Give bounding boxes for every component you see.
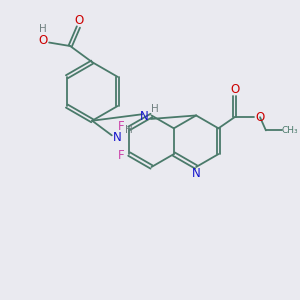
Text: N: N bbox=[140, 110, 148, 123]
Text: O: O bbox=[230, 83, 239, 96]
Text: H: H bbox=[39, 24, 46, 34]
Text: O: O bbox=[38, 34, 47, 47]
Text: N: N bbox=[112, 131, 121, 144]
Text: H: H bbox=[125, 125, 133, 135]
Text: O: O bbox=[75, 14, 84, 27]
Text: CH₃: CH₃ bbox=[282, 126, 298, 135]
Text: H: H bbox=[151, 104, 159, 114]
Text: F: F bbox=[118, 120, 124, 134]
Text: O: O bbox=[255, 111, 265, 124]
Text: N: N bbox=[192, 167, 200, 180]
Text: F: F bbox=[118, 149, 124, 162]
